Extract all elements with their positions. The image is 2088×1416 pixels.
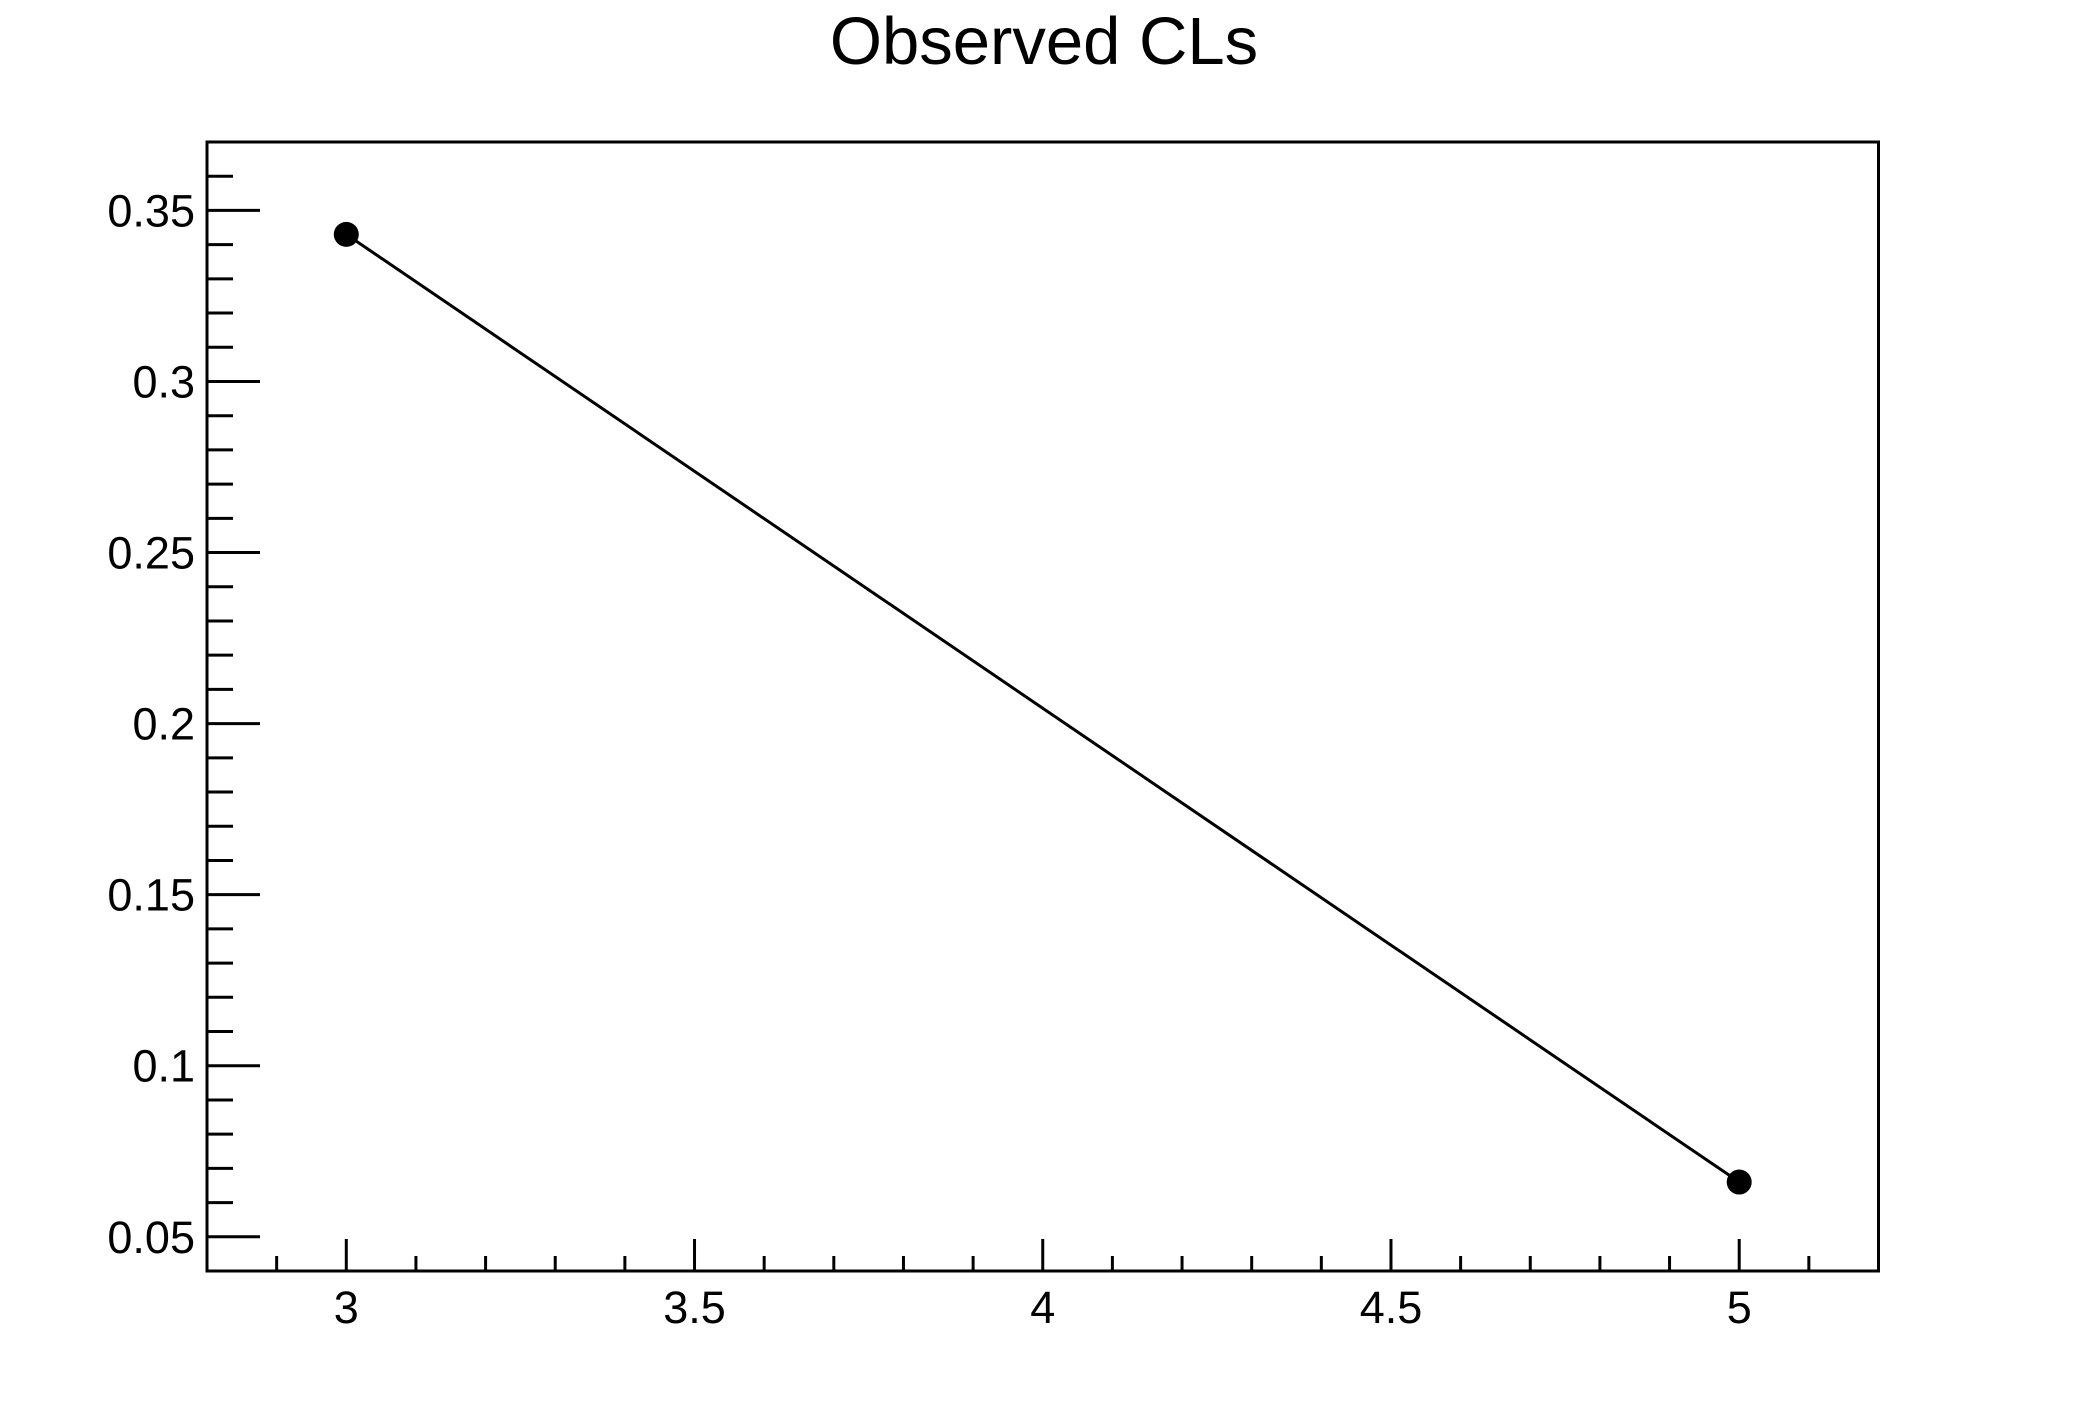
x-axis-tick-label: 4.5 xyxy=(1360,1282,1423,1333)
y-axis-tick-label: 0.3 xyxy=(132,356,195,407)
y-axis-tick-label: 0.05 xyxy=(107,1212,195,1263)
chart-title: Observed CLs xyxy=(829,4,1259,79)
data-point-marker xyxy=(1726,1169,1752,1195)
y-axis-tick-label: 0.35 xyxy=(107,185,195,236)
data-point-marker xyxy=(333,221,359,247)
y-axis-tick-label: 0.1 xyxy=(132,1041,195,1092)
series-line xyxy=(345,233,1741,1184)
x-axis-tick-label: 4 xyxy=(1030,1282,1055,1333)
y-axis-tick-label: 0.2 xyxy=(132,699,195,750)
x-axis-tick-label: 5 xyxy=(1727,1282,1752,1333)
x-axis-tick-label: 3 xyxy=(334,1282,359,1333)
y-axis-tick-label: 0.25 xyxy=(107,528,195,579)
x-axis-tick-label: 3.5 xyxy=(663,1282,726,1333)
y-axis-tick-label: 0.15 xyxy=(107,870,195,921)
